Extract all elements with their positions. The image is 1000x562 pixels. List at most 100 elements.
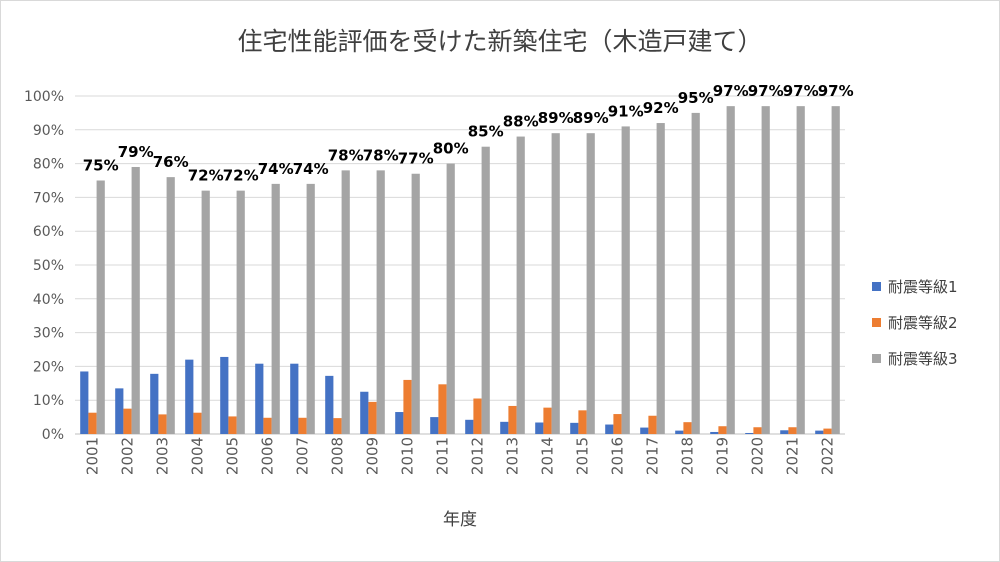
bar-series-2-2006 (263, 417, 272, 434)
bar-series-3-2004 (201, 190, 210, 434)
bar-series-1-2002 (115, 388, 124, 434)
y-tick-label: 90% (33, 123, 64, 139)
bar-series-1-2017 (640, 427, 649, 434)
data-label: 97% (748, 82, 784, 100)
x-tick-label: 2016 (609, 437, 627, 475)
x-tick-label: 2011 (434, 437, 452, 475)
bar-series-2-2016 (613, 414, 622, 434)
data-label: 89% (573, 109, 609, 127)
data-label: 75% (83, 157, 119, 175)
x-tick-label: 2002 (119, 437, 137, 475)
bar-series-3-2018 (691, 112, 700, 435)
x-tick-label: 2022 (819, 437, 837, 475)
data-label: 72% (188, 167, 224, 185)
bar-series-1-2010 (395, 412, 404, 434)
x-tick-label: 2009 (364, 437, 382, 475)
data-label: 89% (538, 109, 574, 127)
bar-series-3-2012 (481, 146, 490, 434)
y-tick-label: 100% (24, 89, 64, 105)
y-tick-label: 40% (33, 292, 64, 308)
bar-series-3-2005 (236, 190, 245, 434)
bar-series-1-2009 (360, 391, 369, 434)
x-tick-label: 2004 (189, 437, 207, 475)
bar-series-1-2007 (290, 363, 299, 434)
legend-item-series-1: 耐震等級1 (872, 268, 958, 304)
bar-series-2-2012 (473, 398, 482, 434)
bar-series-1-2008 (325, 375, 334, 434)
bar-series-3-2008 (341, 170, 350, 435)
bar-series-2-2010 (403, 379, 412, 434)
bar-series-2-2001 (88, 412, 97, 434)
bar-series-2-2014 (543, 407, 552, 434)
legend-swatch-series-3 (872, 353, 881, 363)
bar-series-3-2014 (551, 133, 560, 434)
bar-series-2-2019 (718, 426, 727, 434)
x-tick-label: 2019 (714, 437, 732, 475)
bar-series-1-2018 (675, 430, 684, 434)
bar-series-3-2002 (131, 166, 140, 435)
y-tick-label: 70% (33, 190, 64, 206)
bar-series-3-2019 (726, 106, 735, 434)
x-tick-label: 2015 (574, 437, 592, 475)
bar-series-2-2009 (368, 401, 377, 434)
bar-series-1-2011 (430, 417, 439, 434)
chart-title: 住宅性能評価を受けた新築住宅（木造戸建て） (237, 27, 763, 56)
bar-series-3-2011 (446, 163, 455, 434)
bar-series-3-2020 (761, 106, 770, 434)
x-tick-label: 2005 (224, 437, 242, 475)
y-tick-label: 20% (33, 359, 64, 375)
bar-series-2-2022 (823, 428, 832, 434)
legend-item-series-2: 耐震等級2 (872, 304, 958, 340)
bar-series-1-2012 (465, 419, 474, 434)
bar-series-1-2016 (605, 424, 614, 434)
y-tick-label: 10% (33, 393, 64, 409)
data-label: 79% (118, 143, 154, 161)
bar-series-2-2015 (578, 410, 587, 434)
bar-series-3-2021 (796, 106, 805, 434)
bar-series-2-2020 (753, 427, 762, 434)
data-label: 91% (608, 102, 644, 120)
bar-series-3-2013 (516, 136, 525, 434)
bar-series-3-2003 (166, 177, 175, 434)
bar-series-3-2009 (376, 170, 385, 435)
bar-series-2-2007 (298, 417, 307, 434)
data-label: 72% (223, 167, 259, 185)
bar-series-1-2020 (745, 432, 754, 434)
bar-series-3-2007 (306, 183, 315, 434)
data-label: 88% (503, 113, 539, 131)
legend-label-series-2: 耐震等級2 (888, 313, 958, 332)
data-label: 97% (783, 82, 819, 100)
data-label: 85% (468, 123, 504, 141)
y-tick-label: 50% (33, 258, 64, 274)
bar-series-1-2005 (220, 356, 229, 434)
legend-swatch-series-1 (872, 281, 881, 291)
data-label: 97% (713, 82, 749, 100)
x-tick-label: 2017 (644, 437, 662, 475)
bar-series-1-2003 (150, 373, 159, 434)
legend-item-series-3: 耐震等級3 (872, 340, 958, 376)
bar-series-1-2006 (255, 363, 264, 434)
bar-series-1-2001 (80, 371, 89, 434)
x-tick-label: 2018 (679, 437, 697, 475)
bar-series-3-2022 (831, 106, 840, 434)
bar-series-1-2013 (500, 421, 509, 434)
x-tick-label: 2014 (539, 437, 557, 475)
data-label: 78% (328, 146, 364, 164)
data-label: 80% (433, 140, 469, 158)
bar-series-3-2017 (656, 123, 665, 434)
legend-label-series-3: 耐震等級3 (888, 349, 958, 368)
data-label: 74% (258, 160, 294, 178)
x-tick-label: 2007 (294, 437, 312, 475)
x-tick-label: 2003 (154, 437, 172, 475)
y-tick-label: 30% (33, 326, 64, 342)
data-label: 74% (293, 160, 329, 178)
bar-series-1-2004 (185, 359, 194, 434)
data-label: 95% (678, 89, 714, 107)
legend: 耐震等級1 耐震等級2 耐震等級3 (872, 268, 958, 376)
data-label: 97% (818, 82, 854, 100)
legend-label-series-1: 耐震等級1 (888, 277, 958, 296)
bar-series-2-2017 (648, 415, 657, 434)
bar-series-1-2015 (570, 422, 579, 434)
bar-series-1-2022 (815, 430, 824, 434)
